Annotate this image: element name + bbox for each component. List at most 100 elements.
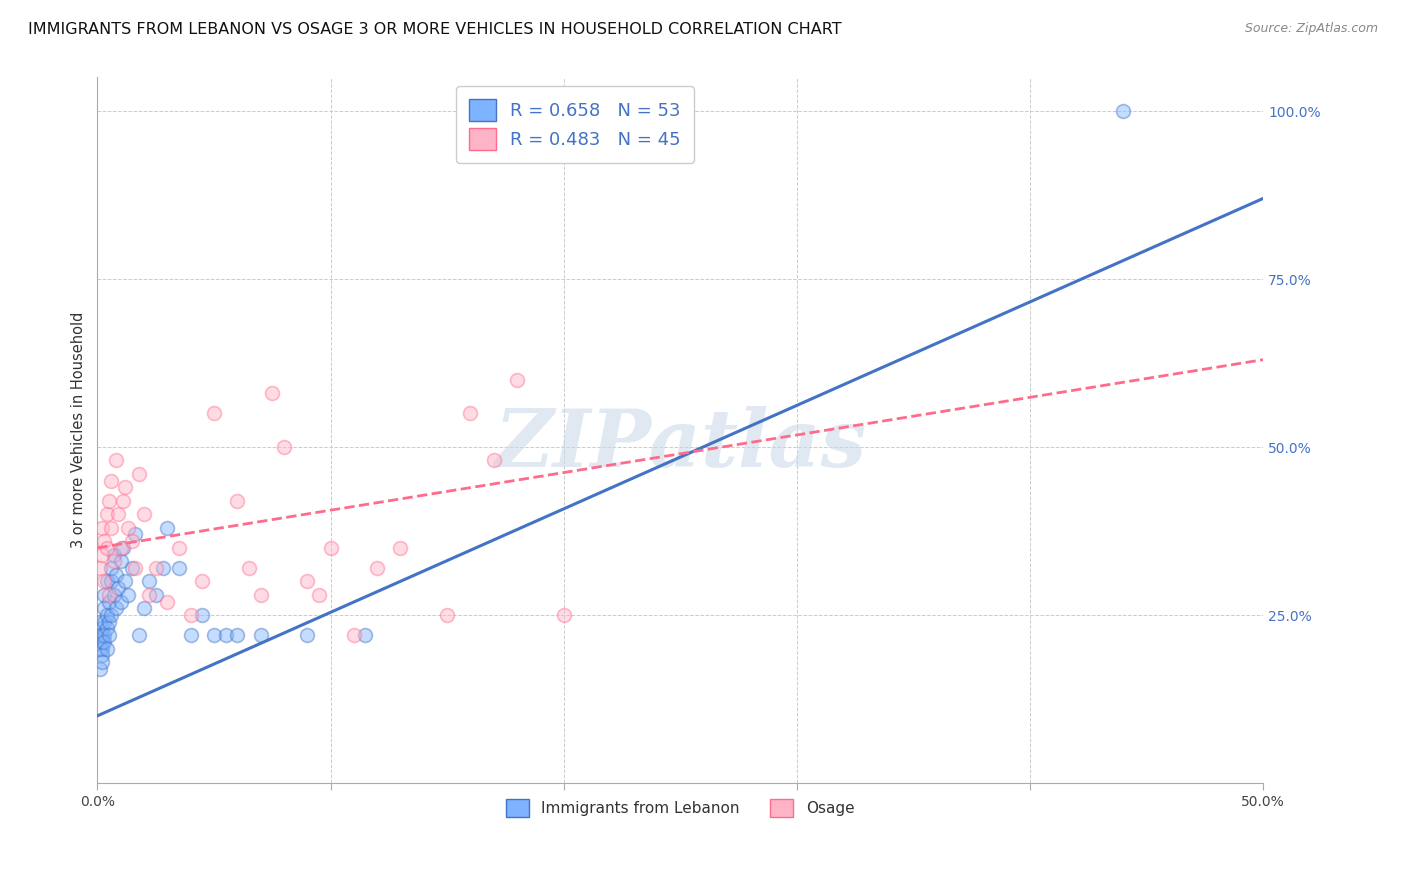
Point [110, 594, 132, 608]
Point [103, 548, 125, 562]
Point [124, 527, 146, 541]
Point [89, 641, 111, 656]
Point [121, 534, 143, 549]
Point [226, 493, 249, 508]
Point [145, 561, 167, 575]
Point [100, 561, 122, 575]
Point [96, 574, 118, 589]
Point [138, 574, 160, 589]
Point [93, 615, 115, 629]
Point [132, 601, 155, 615]
Point [103, 588, 125, 602]
Point [100, 521, 122, 535]
Point [354, 628, 377, 642]
Point [105, 601, 128, 615]
Point [91, 655, 114, 669]
Point [238, 561, 260, 575]
Point [93, 601, 115, 615]
Point [152, 561, 174, 575]
Point [132, 508, 155, 522]
Point [91, 641, 114, 656]
Y-axis label: 3 or more Vehicles in Household: 3 or more Vehicles in Household [72, 312, 86, 549]
Legend: Immigrants from Lebanon, Osage: Immigrants from Lebanon, Osage [499, 791, 862, 825]
Point [262, 386, 284, 401]
Point [107, 508, 129, 522]
Point [167, 541, 190, 555]
Point [91, 548, 114, 562]
Text: IMMIGRANTS FROM LEBANON VS OSAGE 3 OR MORE VEHICLES IN HOUSEHOLD CORRELATION CHA: IMMIGRANTS FROM LEBANON VS OSAGE 3 OR MO… [28, 22, 842, 37]
Point [180, 608, 202, 623]
Point [145, 588, 167, 602]
Point [89, 615, 111, 629]
Point [91, 628, 114, 642]
Point [96, 622, 118, 636]
Point [100, 574, 122, 589]
Point [167, 561, 190, 575]
Point [93, 588, 115, 602]
Point [93, 534, 115, 549]
Point [96, 508, 118, 522]
Point [91, 622, 114, 636]
Point [124, 561, 146, 575]
Point [89, 662, 111, 676]
Point [202, 406, 225, 420]
Point [110, 541, 132, 555]
Point [156, 521, 179, 535]
Point [91, 648, 114, 663]
Point [111, 541, 134, 555]
Point [128, 467, 150, 481]
Point [482, 453, 505, 467]
Point [111, 493, 134, 508]
Point [249, 628, 271, 642]
Point [343, 628, 366, 642]
Point [105, 453, 128, 467]
Point [366, 561, 388, 575]
Point [1112, 103, 1135, 118]
Point [273, 440, 295, 454]
Point [96, 541, 118, 555]
Point [117, 588, 139, 602]
Point [100, 474, 122, 488]
Point [226, 628, 249, 642]
Point [249, 588, 271, 602]
Point [110, 554, 132, 568]
Point [98, 588, 121, 602]
Point [295, 574, 318, 589]
Point [96, 608, 118, 623]
Point [389, 541, 412, 555]
Point [107, 581, 129, 595]
Point [308, 588, 330, 602]
Point [121, 561, 143, 575]
Point [100, 608, 122, 623]
Point [436, 608, 458, 623]
Point [93, 574, 115, 589]
Point [105, 567, 128, 582]
Point [214, 628, 236, 642]
Point [295, 628, 318, 642]
Point [553, 608, 575, 623]
Point [506, 373, 529, 387]
Point [319, 541, 342, 555]
Point [93, 628, 115, 642]
Point [138, 588, 160, 602]
Point [191, 608, 214, 623]
Point [96, 641, 118, 656]
Point [98, 594, 121, 608]
Point [117, 521, 139, 535]
Point [98, 493, 121, 508]
Point [460, 406, 482, 420]
Point [191, 574, 214, 589]
Point [93, 635, 115, 649]
Point [156, 594, 179, 608]
Text: ZIPatlas: ZIPatlas [495, 406, 866, 483]
Point [91, 635, 114, 649]
Point [89, 561, 111, 575]
Point [91, 521, 114, 535]
Point [128, 628, 150, 642]
Point [114, 574, 136, 589]
Point [89, 628, 111, 642]
Point [180, 628, 202, 642]
Point [98, 615, 121, 629]
Point [103, 554, 125, 568]
Point [202, 628, 225, 642]
